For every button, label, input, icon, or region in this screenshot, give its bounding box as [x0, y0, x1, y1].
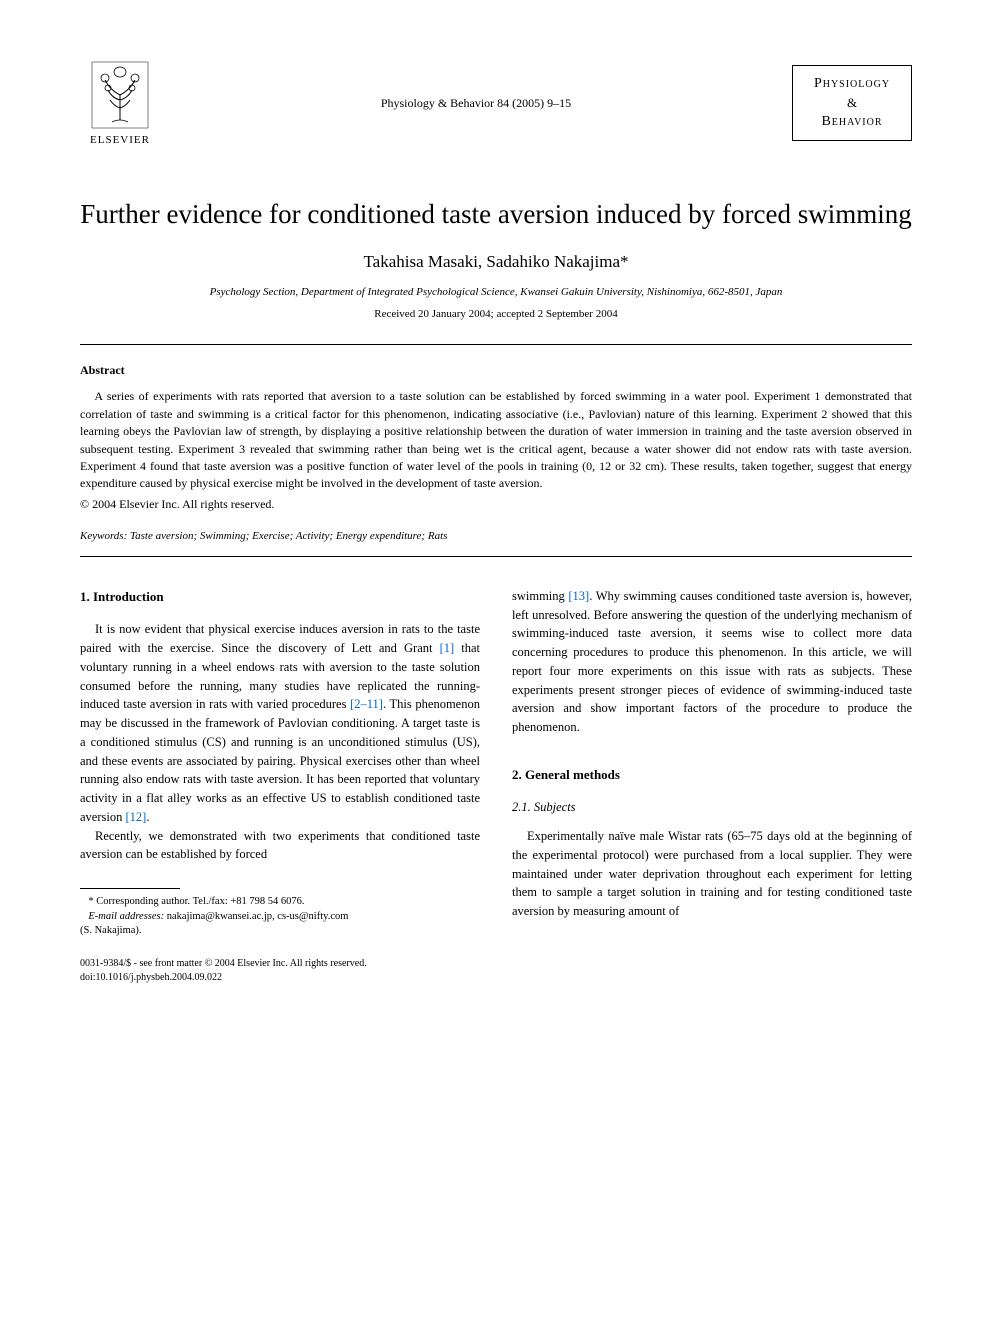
footnote-separator	[80, 888, 180, 889]
abstract-heading: Abstract	[80, 363, 912, 378]
keywords-label: Keywords:	[80, 530, 127, 542]
rule-bottom	[80, 556, 912, 557]
subjects-paragraph: Experimentally naïve male Wistar rats (6…	[512, 827, 912, 921]
front-matter-meta: 0031-9384/$ - see front matter © 2004 El…	[80, 957, 480, 985]
section-1-heading: 1. Introduction	[80, 587, 480, 607]
journal-name-line1: Physiology	[803, 74, 901, 94]
citation-link-12[interactable]: [12]	[125, 810, 146, 824]
column-right: swimming [13]. Why swimming causes condi…	[512, 587, 912, 985]
publisher-name: ELSEVIER	[90, 134, 150, 146]
footnote-author-paren: (S. Nakajima).	[80, 924, 480, 939]
body-columns: 1. Introduction It is now evident that p…	[80, 587, 912, 985]
corresponding-author-note: * Corresponding author. Tel./fax: +81 79…	[80, 895, 480, 910]
keywords-list: Taste aversion; Swimming; Exercise; Acti…	[130, 530, 447, 542]
elsevier-tree-icon	[90, 60, 150, 130]
subsection-2-1-heading: 2.1. Subjects	[512, 798, 912, 817]
journal-reference: Physiology & Behavior 84 (2005) 9–15	[160, 96, 792, 111]
abstract-text: A series of experiments with rats report…	[80, 388, 912, 492]
intro-paragraph-1: It is now evident that physical exercise…	[80, 620, 480, 826]
email-addresses: nakajima@kwansei.ac.jp, cs-us@nifty.com	[164, 911, 348, 922]
page-header: ELSEVIER Physiology & Behavior 84 (2005)…	[80, 60, 912, 146]
email-line: E-mail addresses: nakajima@kwansei.ac.jp…	[80, 910, 480, 925]
abstract-paragraph: A series of experiments with rats report…	[80, 388, 912, 492]
affiliation: Psychology Section, Department of Integr…	[80, 286, 912, 298]
keywords-line: Keywords: Taste aversion; Swimming; Exer…	[80, 530, 912, 542]
citation-link-13[interactable]: [13]	[568, 589, 589, 603]
author-list: Takahisa Masaki, Sadahiko Nakajima*	[80, 252, 912, 272]
email-label: E-mail addresses:	[88, 911, 164, 922]
abstract-block: Abstract A series of experiments with ra…	[80, 363, 912, 511]
publisher-logo: ELSEVIER	[80, 60, 160, 146]
rule-top	[80, 344, 912, 345]
column-left: 1. Introduction It is now evident that p…	[80, 587, 480, 985]
journal-title-box: Physiology & Behavior	[792, 65, 912, 140]
intro-paragraph-2: Recently, we demonstrated with two exper…	[80, 827, 480, 865]
issn-copyright-line: 0031-9384/$ - see front matter © 2004 El…	[80, 957, 480, 971]
citation-link-2-11[interactable]: [2–11]	[350, 697, 383, 711]
abstract-copyright: © 2004 Elsevier Inc. All rights reserved…	[80, 497, 912, 512]
submission-dates: Received 20 January 2004; accepted 2 Sep…	[80, 308, 912, 320]
journal-name-ampersand: &	[803, 94, 901, 112]
journal-name-line2: Behavior	[803, 112, 901, 132]
footnote-block: * Corresponding author. Tel./fax: +81 79…	[80, 895, 480, 939]
intro-paragraph-2-cont: swimming [13]. Why swimming causes condi…	[512, 587, 912, 737]
citation-link-1[interactable]: [1]	[440, 641, 455, 655]
section-2-heading: 2. General methods	[512, 765, 912, 785]
doi-line: doi:10.1016/j.physbeh.2004.09.022	[80, 971, 480, 985]
article-title: Further evidence for conditioned taste a…	[80, 196, 912, 232]
